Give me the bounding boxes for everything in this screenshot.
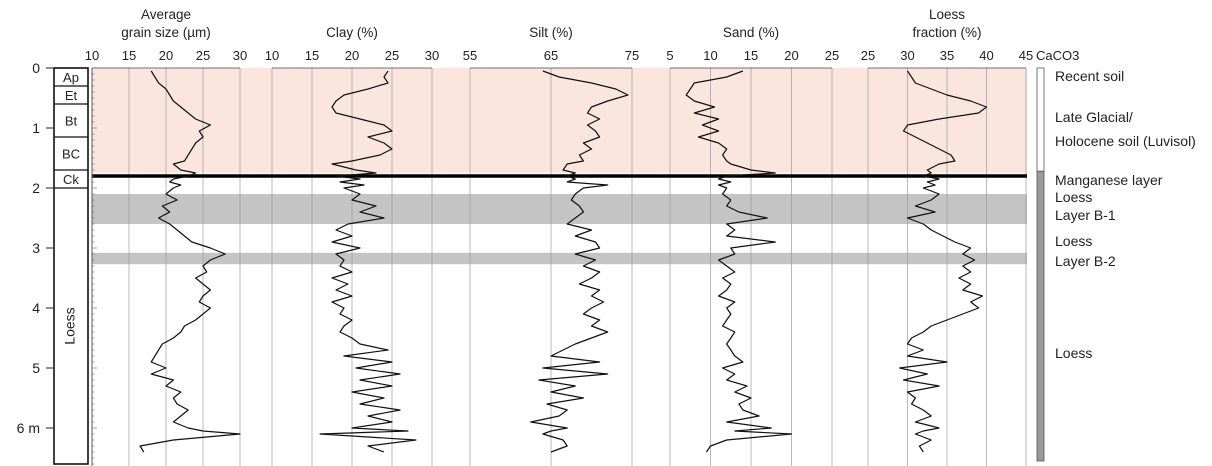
- tick-label: 45: [1019, 48, 1033, 63]
- zone-label: Layer B-2: [1055, 253, 1116, 269]
- panel-title-line1: Average: [141, 7, 191, 22]
- tick-label: 25: [196, 48, 210, 63]
- horizon-label-bc: BC: [62, 147, 80, 162]
- panel-title: Clay (%): [326, 25, 378, 40]
- tick-label: 30: [233, 48, 247, 63]
- tick-label: 40: [979, 48, 993, 63]
- tick-label: 25: [861, 48, 875, 63]
- panel-gridlines: [91, 68, 1027, 466]
- horizon-label-et: Et: [65, 88, 78, 103]
- tick-label: 30: [900, 48, 914, 63]
- tick-label: 15: [744, 48, 758, 63]
- panel-title-line1: Loess: [929, 7, 965, 22]
- caco3-label: CaCO3: [1036, 48, 1079, 63]
- depth-tick-label: 5: [32, 360, 40, 376]
- panel-axes: 10 15 20 25 30 Average grain size (µm) 10 15 20 25…: [85, 7, 1033, 69]
- shaded-zones: [92, 68, 1027, 265]
- zone-layer-2: [92, 252, 1027, 265]
- series-line-3: [685, 70, 793, 453]
- data-series: [139, 70, 988, 453]
- zone-soil-0: [92, 68, 1027, 173]
- panel-title: Sand (%): [723, 25, 779, 40]
- depth-tick-label: 3: [32, 240, 40, 256]
- panel-title: fraction (%): [912, 25, 981, 40]
- horizon-label-ck: Ck: [63, 172, 79, 187]
- zone-label: Recent soil: [1055, 68, 1124, 84]
- caco3-segment-1: [1036, 170, 1045, 462]
- horizon-label-bt: Bt: [65, 114, 78, 129]
- depth-tick-label: 1: [32, 120, 40, 136]
- panel-title: Silt (%): [529, 25, 573, 40]
- depth-tick-label: 4: [32, 300, 40, 316]
- zone-label: Loess: [1055, 233, 1092, 249]
- series-line-1: [319, 70, 417, 453]
- caco3-column: CaCO3: [1036, 48, 1079, 462]
- tick-label: 10: [265, 48, 279, 63]
- panel-title: grain size (µm): [121, 25, 211, 40]
- tick-label: 25: [385, 48, 399, 63]
- zone-label: Layer B-1: [1055, 207, 1116, 223]
- tick-label: 20: [345, 48, 359, 63]
- tick-label: 15: [305, 48, 319, 63]
- tick-label: 30: [425, 48, 439, 63]
- zone-layer-1: [92, 194, 1027, 224]
- tick-label: 10: [85, 48, 99, 63]
- tick-label: 5: [666, 48, 673, 63]
- depth-tick-label: 0: [32, 60, 40, 76]
- horizon-column: Ap Et Bt BC Ck Loess: [53, 67, 89, 465]
- tick-label: 20: [159, 48, 173, 63]
- zone-label: Manganese layer: [1055, 172, 1163, 188]
- caco3-segment-0: [1036, 67, 1045, 172]
- tick-label: 25: [825, 48, 839, 63]
- depth-tick-label: 2: [32, 180, 40, 196]
- tick-label: 35: [940, 48, 954, 63]
- tick-label: 75: [625, 48, 639, 63]
- tick-label: 65: [544, 48, 558, 63]
- tick-label: 55: [463, 48, 477, 63]
- tick-label: 20: [784, 48, 798, 63]
- zone-label: Loess: [1055, 189, 1092, 205]
- zone-label: Loess: [1055, 345, 1092, 361]
- depth-tick-label: 6 m: [17, 420, 40, 436]
- series-line-4: [898, 70, 988, 453]
- horizon-column-frame: [53, 67, 89, 465]
- series-line-0: [139, 70, 241, 453]
- zone-label: Holocene soil (Luvisol): [1055, 133, 1196, 149]
- horizon-label-loess: Loess: [62, 307, 78, 344]
- series-line-2: [530, 70, 629, 453]
- tick-label: 10: [703, 48, 717, 63]
- horizon-label-ap: Ap: [63, 70, 79, 85]
- tick-label: 15: [122, 48, 136, 63]
- zone-labels: Recent soil Late Glacial/Holocene soil (L…: [1055, 68, 1196, 361]
- zone-label: Late Glacial/: [1055, 109, 1133, 125]
- depth-axis: 0 1 2 3 4 5 6 m: [17, 60, 97, 466]
